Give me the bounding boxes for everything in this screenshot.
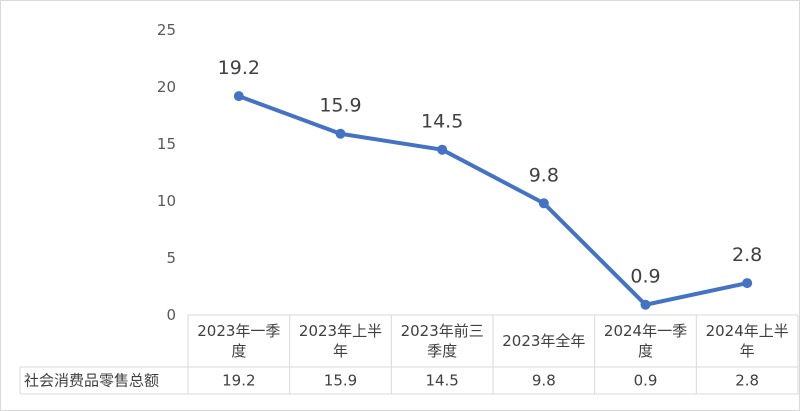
- x-tick-label: 年: [740, 342, 755, 360]
- table-cell-value: 2.8: [735, 372, 759, 390]
- y-axis-ticks: 0 5 10 15 20 25: [157, 21, 176, 324]
- data-label: 9.8: [529, 164, 559, 186]
- table-cell-value: 19.2: [222, 372, 255, 390]
- y-tick-label: 15: [157, 135, 176, 153]
- x-tick-label: 2023年上半: [299, 322, 382, 340]
- x-tick-label: 度: [231, 342, 246, 360]
- x-tick-label: 2024年上半: [706, 322, 789, 340]
- series-line: [236, 94, 750, 307]
- data-point: [233, 91, 244, 102]
- series-line-group: [233, 91, 753, 310]
- data-label: 14.5: [421, 111, 463, 133]
- data-point: [538, 198, 549, 209]
- y-tick-label: 25: [157, 21, 176, 39]
- data-point: [640, 299, 651, 310]
- data-label: 19.2: [218, 57, 260, 79]
- y-tick-label: 0: [166, 306, 176, 324]
- table-cell-value: 14.5: [425, 372, 458, 390]
- table-cell-value: 15.9: [324, 372, 357, 390]
- data-label: 0.9: [630, 266, 660, 288]
- table-row-label: 社会消费品零售总额: [24, 372, 159, 390]
- x-tick-label: 度: [638, 342, 653, 360]
- x-tick-label: 2024年一季: [604, 322, 687, 340]
- data-label: 15.9: [319, 95, 361, 117]
- data-labels: 19.2 15.9 14.5 9.8 0.9 2.8: [218, 57, 763, 288]
- x-tick-label: 年: [333, 342, 348, 360]
- data-point: [437, 144, 448, 155]
- x-tick-label: 2023年一季: [197, 322, 280, 340]
- x-tick-label: 2023年前三: [401, 322, 484, 340]
- x-tick-label: 2023年全年: [502, 332, 585, 350]
- data-point: [335, 128, 346, 139]
- data-table: 2023年一季度2023年上半年2023年前三季度2023年全年2024年一季度…: [19, 314, 799, 395]
- table-cell-value: 9.8: [532, 372, 556, 390]
- x-tick-label: 季度: [427, 342, 457, 360]
- data-label: 2.8: [732, 244, 762, 266]
- y-tick-label: 20: [157, 78, 176, 96]
- data-point: [742, 278, 753, 289]
- table-cell-value: 0.9: [634, 372, 658, 390]
- y-tick-label: 5: [166, 249, 176, 267]
- y-tick-label: 10: [157, 192, 176, 210]
